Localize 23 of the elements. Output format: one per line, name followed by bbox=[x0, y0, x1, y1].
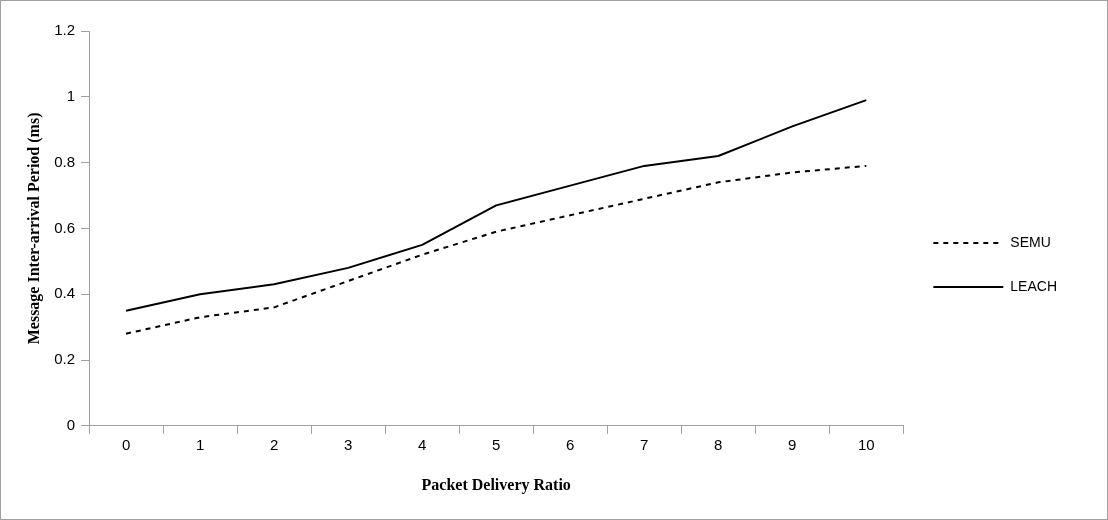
y-tick-label: 0.4 bbox=[54, 284, 76, 302]
x-tick-label: 9 bbox=[788, 435, 797, 453]
x-tick-label: 5 bbox=[492, 435, 501, 453]
x-tick-label: 0 bbox=[121, 435, 131, 453]
line-series bbox=[125, 164, 868, 335]
y-tick-label: 0 bbox=[66, 415, 76, 433]
x-axis-title: Packet Delivery Ratio bbox=[421, 475, 571, 494]
y-tick-label: 0.8 bbox=[54, 152, 76, 170]
x-tick-label: 10 bbox=[857, 435, 875, 453]
y-tick-label: 0.2 bbox=[54, 350, 76, 368]
x-tick-label: 8 bbox=[714, 435, 723, 453]
x-tick-label: 6 bbox=[566, 435, 575, 453]
x-tick-label: 3 bbox=[343, 435, 353, 453]
x-tick-label: 2 bbox=[269, 435, 279, 453]
y-tick-label: 1 bbox=[66, 86, 76, 104]
legend-label: LEACH bbox=[1010, 277, 1057, 294]
x-tick-label: 4 bbox=[417, 435, 427, 453]
y-tick-label: 0.6 bbox=[54, 218, 76, 236]
x-tick-label: 1 bbox=[195, 435, 205, 453]
y-axis-title: Message Inter-arrival Period (ms) bbox=[24, 112, 43, 345]
x-tick-label: 7 bbox=[640, 435, 649, 453]
legend-label: SEMU bbox=[1010, 233, 1051, 250]
y-tick-label: 1.2 bbox=[54, 21, 76, 39]
